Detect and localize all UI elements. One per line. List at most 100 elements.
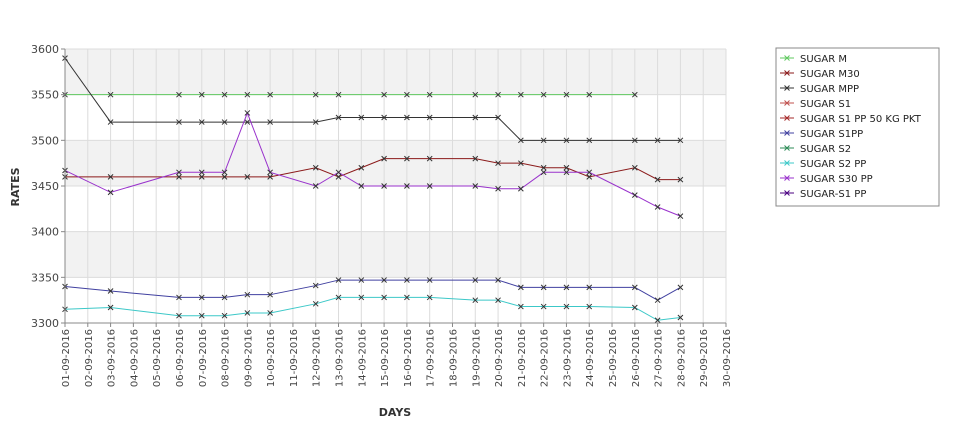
data-point <box>381 294 387 301</box>
data-point <box>176 119 182 125</box>
x-tick-label: 24-09-2016 <box>585 329 596 387</box>
data-point <box>677 314 684 321</box>
plot-band <box>65 49 726 95</box>
legend-marker <box>784 175 790 181</box>
x-tick-label: 21-09-2016 <box>517 329 528 387</box>
data-point <box>495 160 501 167</box>
series-layer <box>62 55 684 324</box>
data-point <box>221 294 228 301</box>
data-point <box>404 155 410 162</box>
data-point <box>335 91 342 98</box>
data-point <box>312 282 319 289</box>
data-point <box>518 185 524 192</box>
data-point <box>358 294 365 301</box>
series-line <box>64 279 681 301</box>
y-tick-label: 3600 <box>31 43 59 56</box>
data-point <box>472 277 479 283</box>
data-point <box>495 91 501 98</box>
data-point <box>198 91 205 98</box>
x-tick-label: 18-09-2016 <box>448 329 459 387</box>
legend-label: SUGAR S2 PP <box>800 159 866 170</box>
x-tick-label: 26-09-2016 <box>631 329 642 387</box>
data-point <box>518 137 524 144</box>
data-point <box>426 277 433 283</box>
legend-marker <box>784 85 790 91</box>
data-point <box>312 119 319 125</box>
data-point <box>426 183 433 189</box>
legend-label: SUGAR S30 PP <box>800 174 873 185</box>
data-point <box>176 174 182 180</box>
data-point <box>677 284 684 291</box>
data-point <box>267 291 273 298</box>
legend-label: SUGAR S1 PP 50 KG PKT <box>800 114 922 125</box>
data-point <box>540 303 547 310</box>
data-point <box>267 174 273 180</box>
data-point <box>198 169 205 176</box>
x-tick-label: 01-09-2016 <box>61 329 72 387</box>
data-point <box>198 312 205 319</box>
legend-label: SUGAR M <box>800 54 847 65</box>
data-point <box>221 174 228 180</box>
data-point <box>472 183 479 189</box>
legend-label: SUGAR S2 <box>800 144 851 155</box>
data-point <box>244 291 251 298</box>
x-tick-label: 12-09-2016 <box>312 329 323 387</box>
x-tick-label: 02-09-2016 <box>84 329 95 387</box>
series-line <box>64 111 681 217</box>
legend-item: SUGAR M <box>780 54 847 65</box>
x-tick-label: 22-09-2016 <box>540 329 551 387</box>
data-point <box>267 91 273 98</box>
y-tick-label: 3500 <box>31 134 59 147</box>
legend-marker <box>784 100 790 106</box>
data-point <box>381 155 387 162</box>
data-point <box>312 164 319 171</box>
data-point <box>518 284 524 291</box>
data-point <box>198 119 205 125</box>
data-point <box>107 288 114 294</box>
data-point <box>654 137 661 144</box>
x-tick-label: 30-09-2016 <box>722 329 733 387</box>
data-point <box>404 183 410 189</box>
data-point <box>267 119 273 125</box>
data-point <box>221 312 228 319</box>
data-point <box>495 297 501 304</box>
legend-item: SUGAR S2 <box>780 144 851 155</box>
legend-marker <box>784 160 790 166</box>
legend-marker <box>784 115 790 121</box>
data-point <box>312 183 319 189</box>
data-point <box>563 169 570 176</box>
data-point <box>586 174 593 180</box>
series-sugar-mpp <box>62 55 684 144</box>
y-tick-label: 3550 <box>31 89 59 102</box>
data-point <box>107 304 114 311</box>
legend-item: SUGAR S1PP <box>780 129 863 140</box>
x-tick-label: 07-09-2016 <box>198 329 209 387</box>
data-point <box>472 114 479 121</box>
data-point <box>426 91 433 98</box>
data-point <box>244 310 251 316</box>
data-point <box>381 277 387 283</box>
data-point <box>631 192 638 198</box>
data-point <box>631 137 638 144</box>
data-point <box>563 137 570 144</box>
data-point <box>198 294 205 301</box>
data-point <box>244 174 251 180</box>
x-tick-label: 16-09-2016 <box>403 329 414 387</box>
legend-item: SUGAR M30 <box>780 69 860 80</box>
data-point <box>518 160 524 167</box>
data-point <box>472 91 479 98</box>
data-point <box>244 110 251 116</box>
data-point <box>358 183 365 189</box>
data-point <box>107 91 114 98</box>
x-tick-label: 03-09-2016 <box>107 329 118 387</box>
data-point <box>244 119 251 125</box>
y-tick-label: 3400 <box>31 226 59 239</box>
legend: SUGAR M SUGAR M30 SUGAR MPP SUGAR S1 SUGAR S… <box>775 47 940 207</box>
legend-item: SUGAR S1 <box>780 99 851 110</box>
data-point <box>381 183 387 189</box>
series-line <box>64 296 681 321</box>
legend-item: SUGAR MPP <box>780 84 859 95</box>
x-tick-label: 15-09-2016 <box>380 329 391 387</box>
legend-item: SUGAR-S1 PP <box>780 189 866 200</box>
data-point <box>358 164 365 171</box>
